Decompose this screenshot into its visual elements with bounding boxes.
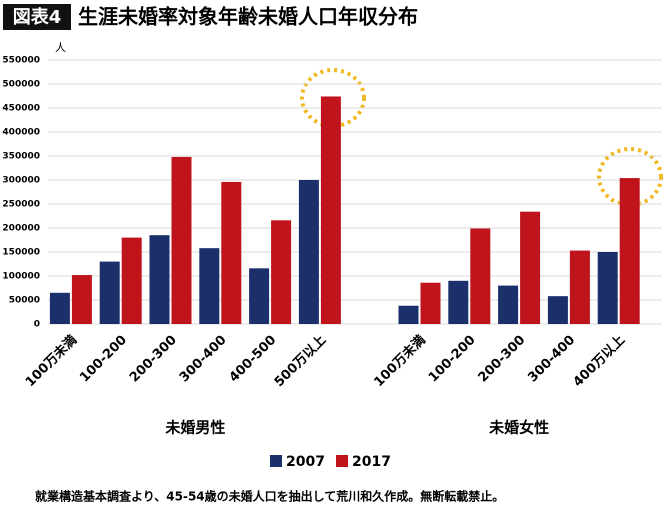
figure-label-box <box>3 4 71 30</box>
y-tick-label: 400000 <box>2 128 40 138</box>
bar <box>298 180 319 324</box>
bar <box>470 228 491 324</box>
highlight-circle <box>597 147 663 207</box>
bar <box>121 237 142 324</box>
bar <box>71 275 92 324</box>
bar <box>320 96 341 324</box>
bar <box>569 250 590 324</box>
bar <box>99 261 120 324</box>
note: 就業構造基本調査より、45-54歳の未婚人口を抽出して荒川和久作成。無断転載禁止… <box>35 489 504 504</box>
y-tick-label: 100000 <box>2 272 40 282</box>
legend-swatch <box>270 455 282 467</box>
legend-label: 2007 <box>286 454 325 470</box>
y-tick-label: 200000 <box>2 224 40 234</box>
bar <box>199 248 220 324</box>
bar <box>271 220 292 324</box>
bar <box>619 178 640 324</box>
bar <box>448 280 469 324</box>
bar <box>149 235 170 324</box>
chart-title: 生涯未婚率対象年齢未婚人口年収分布 <box>78 5 418 29</box>
y-tick-label: 500000 <box>2 80 40 90</box>
bar <box>49 292 70 324</box>
figure-label: 図表4 <box>13 6 62 28</box>
y-tick-label: 300000 <box>2 176 40 186</box>
bar <box>498 285 519 324</box>
y-tick-label: 250000 <box>2 200 40 210</box>
y-tick-label: 450000 <box>2 104 40 114</box>
bar <box>221 181 242 324</box>
bar <box>547 296 568 324</box>
y-tick-label: 50000 <box>9 296 40 306</box>
bar <box>398 305 419 324</box>
legend-label: 2017 <box>352 454 391 470</box>
legend-swatch <box>336 455 348 467</box>
bar <box>420 282 441 324</box>
group-label: 未婚男性 <box>164 419 225 437</box>
y-unit: 人 <box>55 41 66 54</box>
y-tick-label: 0 <box>34 320 40 330</box>
bar <box>520 211 541 324</box>
bar <box>171 156 192 324</box>
y-tick-label: 150000 <box>2 248 40 258</box>
y-tick-label: 550000 <box>2 56 40 66</box>
group-label: 未婚女性 <box>488 419 549 437</box>
bar <box>249 268 270 324</box>
bar <box>597 252 618 324</box>
y-tick-label: 350000 <box>2 152 40 162</box>
highlight-circle <box>300 68 366 128</box>
